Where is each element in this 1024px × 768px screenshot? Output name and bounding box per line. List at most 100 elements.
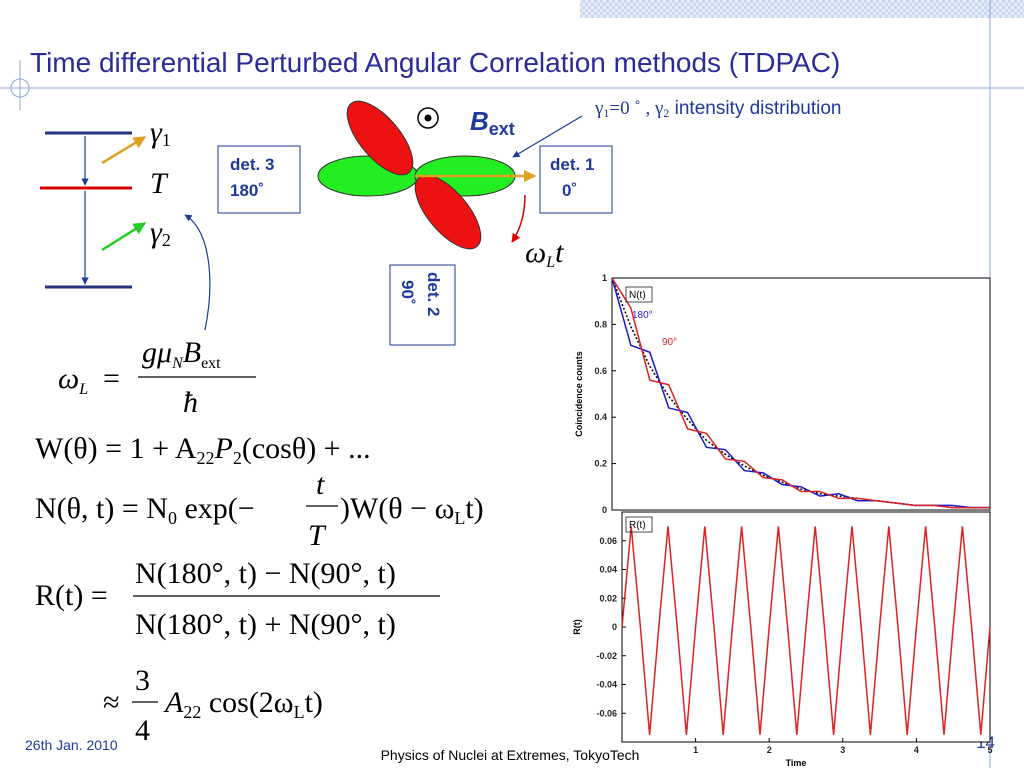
subscript: 1 xyxy=(162,130,171,150)
subscript: L xyxy=(454,508,465,528)
y-tick-label: 0 xyxy=(602,505,607,515)
detector-box xyxy=(539,145,613,214)
gamma: , γ xyxy=(641,98,664,119)
header-band xyxy=(580,0,1024,18)
subscript: 2 xyxy=(233,448,242,468)
pointer-arrow xyxy=(184,214,211,331)
subscript: 0 xyxy=(168,508,177,528)
detector-angle: 180˚ xyxy=(230,181,264,200)
field-dot xyxy=(424,114,432,122)
f: exp(− xyxy=(177,492,255,525)
formula-part: 4 xyxy=(135,714,150,747)
lobe-red xyxy=(414,174,482,250)
subscript: 22 xyxy=(183,702,201,722)
f: B xyxy=(183,336,201,369)
detector-name: det. 3 xyxy=(230,155,274,174)
subscript: ext xyxy=(489,119,515,139)
x-tick-label: 1 xyxy=(693,745,698,755)
caption: γ1=0 ˚ , γ2 intensity distribution xyxy=(594,98,842,120)
formula-part: N(180°, t) + N(90°, t) xyxy=(135,608,396,641)
f: W(θ) = 1 + A xyxy=(35,432,197,465)
subscript: N xyxy=(171,355,184,372)
y-tick-label: 1 xyxy=(602,273,607,283)
field-symbol xyxy=(417,107,439,129)
footer-venue: Physics of Nuclei at Extremes, TokyoTech xyxy=(381,747,640,763)
x-tick-label: 3 xyxy=(840,745,845,755)
gamma: γ xyxy=(150,116,163,149)
plot: 0 0.2 0.4 0.6 0.8 1 180° 90° N(t) Coincidence cou… xyxy=(574,273,991,515)
slide-title: Time differential Perturbed Angular Corr… xyxy=(30,47,840,78)
gamma-arrow xyxy=(101,135,147,165)
panel-title-box xyxy=(625,286,653,303)
formula-part: ωL xyxy=(58,362,88,398)
formula-part: ħ xyxy=(183,386,198,419)
formula-part: N(180°, t) − N(90°, t) xyxy=(135,557,396,590)
gamma1-label: γ1 xyxy=(150,116,171,150)
subscript: L xyxy=(294,702,305,722)
f: t) xyxy=(465,492,483,525)
subscript: 22 xyxy=(197,448,215,468)
formula-part: A22 cos(2ωLt) xyxy=(163,686,323,722)
lifetime-label: T xyxy=(150,167,169,200)
series-label: 90° xyxy=(662,337,677,348)
omega: ω xyxy=(525,236,546,269)
y-axis-label: R(t) xyxy=(572,619,582,635)
y-tick-label: 0 xyxy=(612,622,617,632)
formula-part: = xyxy=(103,362,120,395)
f: )W(θ − ω xyxy=(340,492,454,525)
f: ω xyxy=(58,362,79,395)
y-tick-label: 0.4 xyxy=(594,412,607,422)
subscript: 1 xyxy=(603,106,609,120)
subscript: L xyxy=(78,381,88,398)
level-scheme: γ1 T γ2 xyxy=(40,116,211,331)
f: A xyxy=(163,686,184,719)
rotation-arrow xyxy=(511,194,526,243)
panel-title-box xyxy=(625,516,653,533)
formula-part: t xyxy=(316,468,325,501)
panel-title: N(t) xyxy=(629,290,646,301)
series-line xyxy=(611,277,990,509)
f: (cosθ) + ... xyxy=(242,432,371,465)
rotation-label: ωLt xyxy=(525,236,564,271)
plot: 0.06 0.04 0.02 0 -0.02 -0.04 -0.06 1 2 3 4 5 R(t) R(t… xyxy=(572,511,993,768)
formula-part: N(θ, t) = N0 exp(− xyxy=(35,492,255,528)
panel-title: R(t) xyxy=(629,520,646,531)
f: N(θ, t) = N xyxy=(35,492,168,525)
gamma-arrow xyxy=(101,221,147,252)
footer-date: 26th Jan. 2010 xyxy=(25,737,118,753)
detector-box xyxy=(389,264,456,346)
subscript: ext xyxy=(201,355,221,372)
series-line xyxy=(621,526,991,735)
y-tick-label: -0.06 xyxy=(596,708,617,718)
caption-text: intensity distribution xyxy=(669,98,841,119)
x-tick-label: 4 xyxy=(914,745,919,755)
y-tick-label: 0.06 xyxy=(599,536,617,546)
caption-eq: =0 ˚ xyxy=(609,98,640,119)
gamma2-label: γ2 xyxy=(150,216,171,250)
gamma: γ xyxy=(594,98,603,119)
formula-part: T xyxy=(308,519,327,552)
x-tick-label: 5 xyxy=(987,745,992,755)
f: P xyxy=(214,432,233,465)
formulas: ωL = gμNBext ħ W(θ) = 1 + A22P2(cosθ) + … xyxy=(35,336,484,747)
field: B xyxy=(470,106,489,136)
detector-name: det. 1 xyxy=(550,155,594,174)
formula-part: R(t) = xyxy=(35,579,108,612)
y-tick-label: -0.02 xyxy=(596,651,617,661)
f: gμ xyxy=(142,336,172,369)
y-tick-label: 0.04 xyxy=(599,565,617,575)
formula-part: )W(θ − ωLt) xyxy=(340,492,484,528)
series-line xyxy=(611,277,990,509)
series-label: 180° xyxy=(632,310,653,321)
y-axis-label: Coincidence counts xyxy=(574,351,584,437)
formula-part: W(θ) = 1 + A22P2(cosθ) + ... xyxy=(35,432,371,468)
x-axis-label: Time xyxy=(786,758,807,768)
subscript: 2 xyxy=(663,106,669,120)
field-label: Bext xyxy=(470,106,515,139)
detector-angle: 0˚ xyxy=(562,181,577,200)
formula-part: 3 xyxy=(135,664,150,697)
caption-arrow xyxy=(512,115,583,158)
f: t) xyxy=(305,686,323,719)
detector-box xyxy=(217,145,301,214)
